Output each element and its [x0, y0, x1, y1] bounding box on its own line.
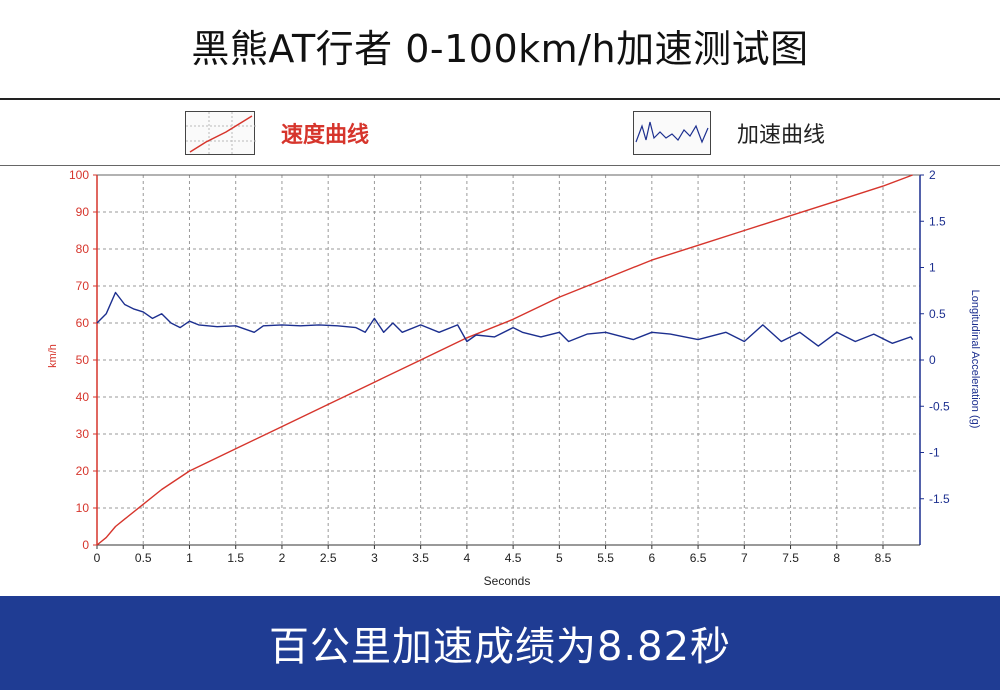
y-left-tick-label: 40 — [76, 390, 90, 404]
y-left-tick-label: 80 — [76, 242, 90, 256]
y-right-tick-label: -1.5 — [929, 492, 950, 506]
y-right-tick-label: 1 — [929, 261, 936, 275]
x-tick-label: 0.5 — [135, 551, 152, 565]
y-right-tick-label: -1 — [929, 446, 940, 460]
x-tick-label: 1 — [186, 551, 193, 565]
result-banner: 百公里加速成绩为8.82秒 — [0, 596, 1000, 690]
x-tick-label: 5.5 — [597, 551, 614, 565]
x-tick-label: 8 — [833, 551, 840, 565]
x-tick-label: 2.5 — [320, 551, 337, 565]
x-tick-label: 6 — [648, 551, 655, 565]
legend-speed-label: 速度曲线 — [281, 123, 370, 148]
y-left-axis-label: km/h — [47, 344, 59, 368]
x-axis-label: Seconds — [484, 574, 531, 588]
legend-speed-swatch — [185, 111, 256, 156]
y-left-tick-label: 70 — [76, 279, 90, 293]
result-text: 百公里加速成绩为8.82秒 — [268, 624, 732, 670]
y-left-tick-label: 100 — [69, 168, 89, 182]
plot-area — [97, 175, 920, 545]
legend-accel-label: 加速曲线 — [737, 123, 826, 148]
y-right-axis-ticks: -1.5 -1 -0.5 0 0.5 1 1.5 2 — [920, 168, 950, 506]
x-tick-label: 5 — [556, 551, 563, 565]
x-tick-label: 1.5 — [227, 551, 244, 565]
y-right-tick-label: -0.5 — [929, 399, 950, 413]
y-left-tick-label: 10 — [76, 501, 90, 515]
y-left-tick-label: 20 — [76, 464, 90, 478]
chart-title: 黑熊AT行者 0-100km/h加速测试图 — [191, 27, 809, 71]
speed-series-line — [96, 174, 913, 546]
legend-accel: 加速曲线 — [633, 108, 825, 158]
y-left-axis-ticks: 0 10 20 30 40 50 60 70 80 90 100 — [69, 168, 97, 552]
y-right-axis-label: Longitudinal Acceleration (g) — [969, 290, 981, 429]
y-left-tick-label: 60 — [76, 316, 90, 330]
x-tick-label: 4 — [464, 551, 471, 565]
x-tick-label: 0 — [94, 551, 101, 565]
x-tick-label: 3 — [371, 551, 378, 565]
x-tick-label: 6.5 — [690, 551, 707, 565]
x-tick-label: 7 — [741, 551, 748, 565]
x-axis-ticks: 0 0.5 1 1.5 2 2.5 3 3.5 4 4.5 5 5.5 6 6.5 7 7.5 8 8.5 — [94, 545, 892, 565]
x-tick-label: 7.5 — [782, 551, 799, 565]
y-left-tick-label: 50 — [76, 353, 90, 367]
y-left-tick-label: 90 — [76, 205, 90, 219]
acceleration-series-line — [96, 291, 914, 347]
x-tick-label: 8.5 — [875, 551, 892, 565]
divider-top — [0, 98, 1000, 100]
y-right-tick-label: 0 — [929, 353, 936, 367]
legend-speed: 速度曲线 — [185, 108, 369, 158]
y-right-tick-label: 1.5 — [929, 214, 946, 228]
legend-accel-swatch — [633, 111, 711, 155]
grid — [96, 174, 921, 546]
y-left-tick-label: 30 — [76, 427, 90, 441]
x-tick-label: 2 — [279, 551, 286, 565]
y-right-tick-label: 2 — [929, 168, 936, 182]
y-right-tick-label: 0.5 — [929, 307, 946, 321]
y-left-tick-label: 0 — [82, 538, 89, 552]
x-tick-label: 3.5 — [412, 551, 429, 565]
divider-bottom — [0, 165, 1000, 166]
series-lines — [96, 174, 914, 546]
acceleration-chart: 0 0.5 1 1.5 2 2.5 3 3.5 4 4.5 5 5.5 6 6.5 7 7.5 8 8.5 010… — [47, 168, 981, 588]
x-tick-label: 4.5 — [505, 551, 522, 565]
